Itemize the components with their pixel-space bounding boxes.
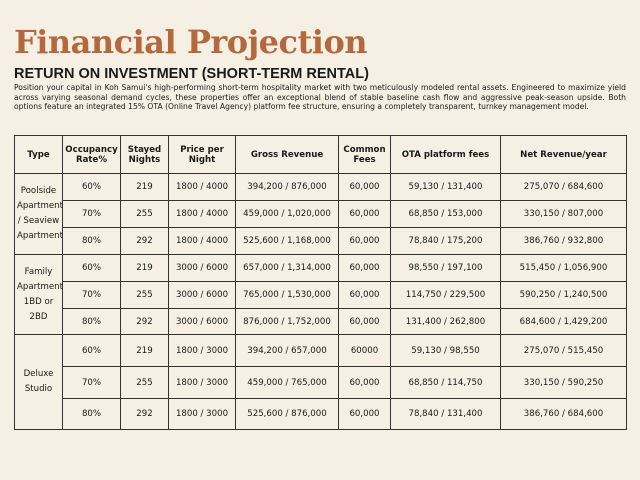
column-header: Type xyxy=(14,135,63,174)
cell: 1800 / 3000 xyxy=(168,398,236,430)
cell: 68,850 / 153,000 xyxy=(390,200,501,228)
table-row: Family Apartment 1BD or 2BD 60% 219 3000 / … xyxy=(14,254,627,335)
column-header: OTA platform fees xyxy=(390,135,501,174)
cell: 459,000 / 765,000 xyxy=(235,366,339,399)
table-row: 80% 292 3000 / 6000 876,000 / 1,752,000 60,0… xyxy=(15,308,627,335)
cell: 60% xyxy=(62,173,121,201)
cell: 70% xyxy=(62,200,121,228)
cell: 525,600 / 876,000 xyxy=(235,398,339,430)
cell: 60,000 xyxy=(338,227,391,255)
cell: 59,130 / 98,550 xyxy=(390,334,501,367)
cell: 292 xyxy=(120,227,169,255)
cell: 68,850 / 114,750 xyxy=(390,366,501,399)
table-row: 70% 255 1800 / 4000 459,000 / 1,020,000 60,0… xyxy=(15,200,627,228)
intro: Position your capital in Koh Samui's hig… xyxy=(14,83,626,112)
cell: 1800 / 4000 xyxy=(168,227,236,255)
cell: 60% xyxy=(62,254,121,282)
cell: 70% xyxy=(62,366,121,399)
cell: 60,000 xyxy=(338,281,391,309)
cell: 1800 / 3000 xyxy=(168,366,236,399)
cell: 60,000 xyxy=(338,200,391,228)
cell: 60000 xyxy=(338,334,391,367)
table-row: 80% 292 1800 / 3000 525,600 / 876,000 60,000… xyxy=(15,398,627,430)
cell: 292 xyxy=(120,398,169,430)
cell: 292 xyxy=(120,308,169,335)
cell: 876,000 / 1,752,000 xyxy=(235,308,339,335)
cell: 3000 / 6000 xyxy=(168,254,236,282)
cell: 80% xyxy=(62,308,121,335)
cell: 330,150 / 590,250 xyxy=(500,366,627,399)
cell: 386,760 / 932,800 xyxy=(500,227,627,255)
cell: 60,000 xyxy=(338,398,391,430)
cell: 3000 / 6000 xyxy=(168,308,236,335)
cell: 765,000 / 1,530,000 xyxy=(235,281,339,309)
cell: 60% xyxy=(62,334,121,367)
cell: 78,840 / 131,400 xyxy=(390,398,501,430)
cell: 3000 / 6000 xyxy=(168,281,236,309)
cell: 275,070 / 515,450 xyxy=(500,334,627,367)
cell: 590,250 / 1,240,500 xyxy=(500,281,627,309)
cell: 255 xyxy=(120,366,169,399)
cell: 60,000 xyxy=(338,366,391,399)
column-header: Stayed Nights xyxy=(120,135,169,174)
cell: 684,600 / 1,429,200 xyxy=(500,308,627,335)
cell: 1800 / 4000 xyxy=(168,173,236,201)
cell: 78,840 / 175,200 xyxy=(390,227,501,255)
roi-table: Type Occupancy Rate% Stayed Nights Price pe… xyxy=(14,135,627,430)
column-header: Net Revenue/year xyxy=(500,135,627,174)
table-row: 80% 292 1800 / 4000 525,600 / 1,168,000 60,0… xyxy=(15,227,627,255)
cell: 1800 / 4000 xyxy=(168,200,236,228)
column-header: Price per Night xyxy=(168,135,236,174)
cell: 219 xyxy=(120,254,169,282)
column-header: Gross Revenue xyxy=(235,135,339,174)
cell: 219 xyxy=(120,173,169,201)
cell: 80% xyxy=(62,398,121,430)
header-row: Type Occupancy Rate% Stayed Nights Price pe… xyxy=(14,135,627,174)
table-body: Poolside Apartment / Seaview Apartment 60… xyxy=(14,173,627,430)
cell: 255 xyxy=(120,281,169,309)
type-cell: Family Apartment 1BD or 2BD xyxy=(14,254,63,335)
cell: 657,000 / 1,314,000 xyxy=(235,254,339,282)
type-cell: Deluxe Studio xyxy=(14,334,63,430)
cell: 275,070 / 684,600 xyxy=(500,173,627,201)
table-row: 70% 255 1800 / 3000 459,000 / 765,000 60,000… xyxy=(15,366,627,399)
cell: 459,000 / 1,020,000 xyxy=(235,200,339,228)
cell: 98,550 / 197,100 xyxy=(390,254,501,282)
column-header: Common Fees xyxy=(338,135,391,174)
type-cell: Poolside Apartment / Seaview Apartment xyxy=(14,173,63,255)
column-header: Occupancy Rate% xyxy=(62,135,121,174)
table-row: 70% 255 3000 / 6000 765,000 / 1,530,000 60,0… xyxy=(15,281,627,309)
cell: 219 xyxy=(120,334,169,367)
cell: 80% xyxy=(62,227,121,255)
cell: 386,760 / 684,600 xyxy=(500,398,627,430)
title: Financial Projection xyxy=(14,23,368,61)
cell: 60,000 xyxy=(338,254,391,282)
subtitle: RETURN ON INVESTMENT (SHORT-TERM RENTAL) xyxy=(14,66,369,82)
cell: 394,200 / 876,000 xyxy=(235,173,339,201)
cell: 255 xyxy=(120,200,169,228)
cell: 114,750 / 229,500 xyxy=(390,281,501,309)
cell: 330,150 / 807,000 xyxy=(500,200,627,228)
cell: 60,000 xyxy=(338,308,391,335)
table-row: Deluxe Studio 60% 219 1800 / 3000 394,200 / … xyxy=(14,334,627,430)
cell: 70% xyxy=(62,281,121,309)
cell: 525,600 / 1,168,000 xyxy=(235,227,339,255)
cell: 60,000 xyxy=(338,173,391,201)
cell: 131,400 / 262,800 xyxy=(390,308,501,335)
cell: 1800 / 3000 xyxy=(168,334,236,367)
table-row: Poolside Apartment / Seaview Apartment 60… xyxy=(14,173,627,255)
cell: 515,450 / 1,056,900 xyxy=(500,254,627,282)
cell: 59,130 / 131,400 xyxy=(390,173,501,201)
cell: 394,200 / 657,000 xyxy=(235,334,339,367)
